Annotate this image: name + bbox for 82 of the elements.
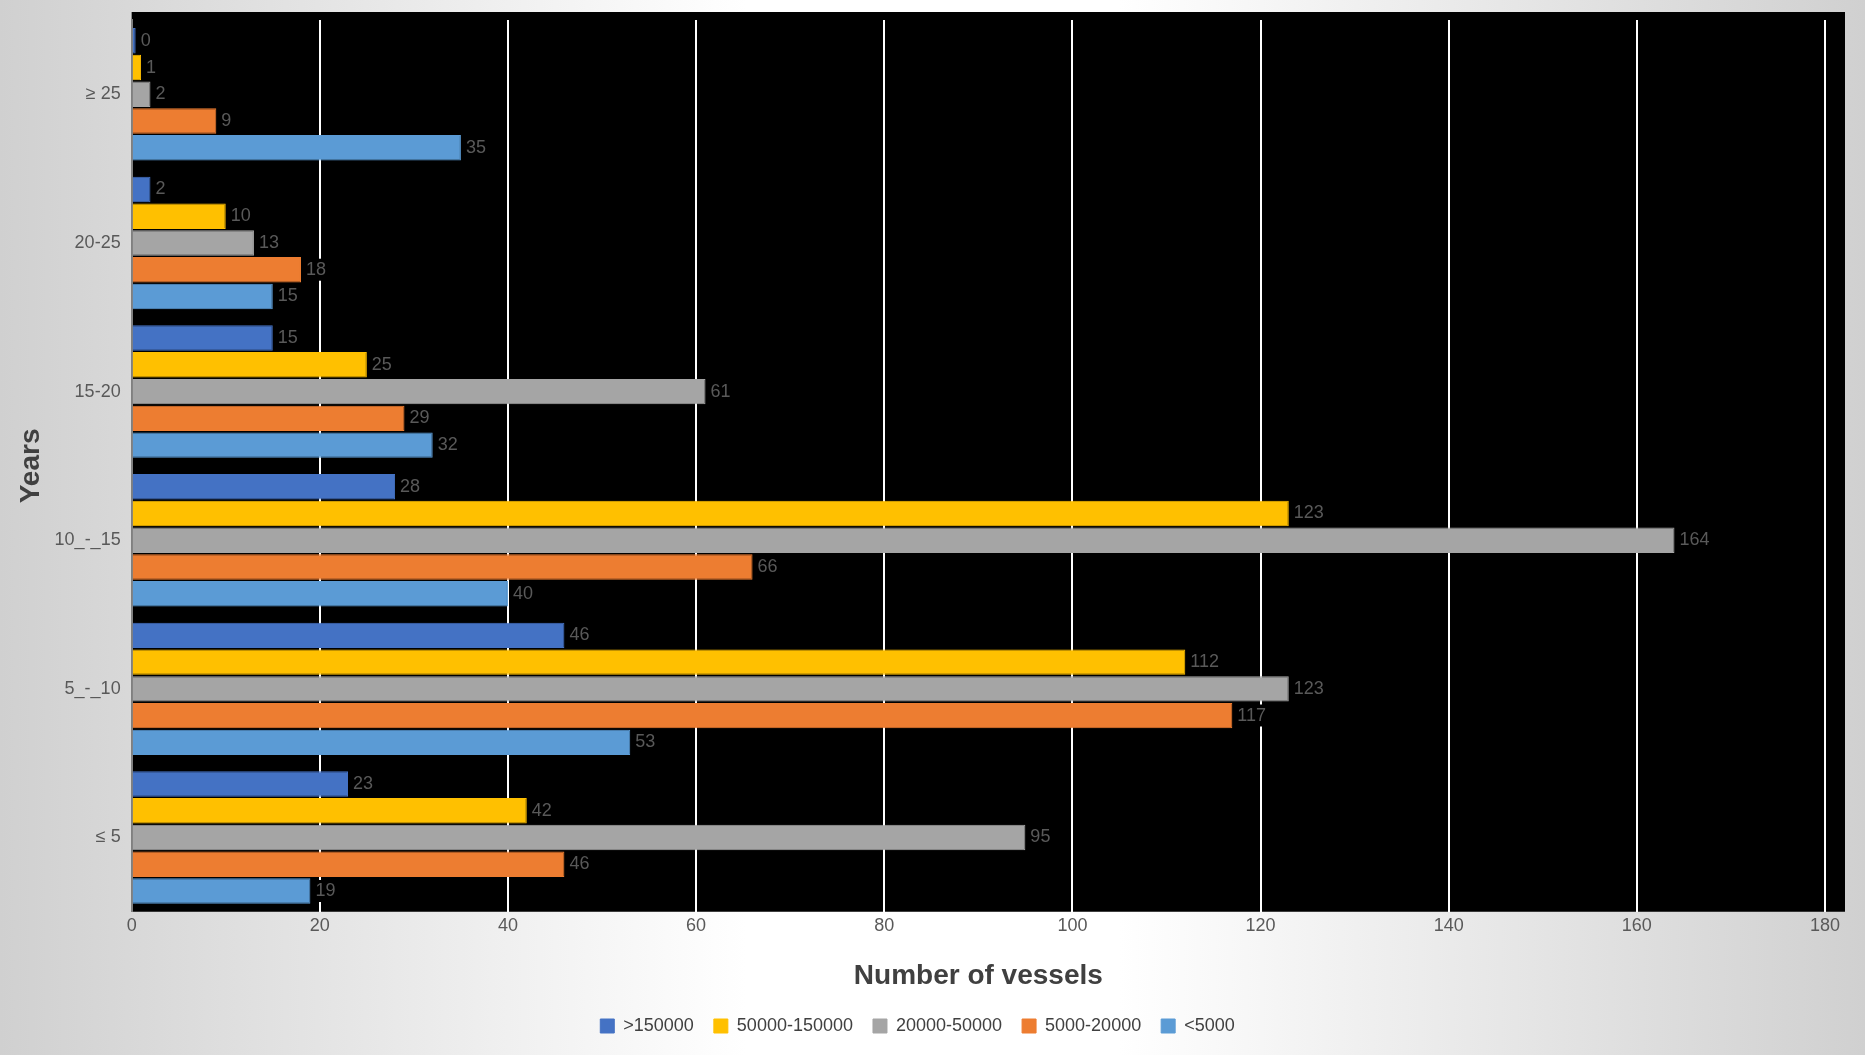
y-tick-label: 10_-_15 bbox=[54, 529, 121, 551]
bar bbox=[132, 581, 508, 607]
x-tick-label: 140 bbox=[1433, 914, 1464, 935]
y-tick-label: 15-20 bbox=[74, 380, 121, 401]
bar bbox=[132, 108, 217, 134]
data-label: 1 bbox=[146, 56, 157, 77]
bar bbox=[132, 702, 1233, 729]
legend-label: 20000-50000 bbox=[895, 1014, 1003, 1035]
x-tick-label: 120 bbox=[1245, 914, 1276, 935]
data-label: 53 bbox=[635, 731, 656, 752]
bar bbox=[132, 176, 151, 203]
bar bbox=[132, 771, 349, 797]
data-label: 9 bbox=[221, 110, 232, 131]
data-label: 10 bbox=[230, 205, 251, 226]
bar bbox=[132, 878, 311, 904]
data-label: 46 bbox=[569, 624, 590, 645]
y-tick-label: ≤ 5 bbox=[95, 826, 121, 847]
bar bbox=[132, 405, 405, 432]
bar bbox=[132, 474, 396, 500]
data-label: 112 bbox=[1190, 651, 1219, 672]
data-label: 15 bbox=[277, 285, 298, 306]
data-label: 40 bbox=[512, 582, 533, 603]
y-axis-title: Years bbox=[13, 428, 45, 504]
legend-label: 50000-150000 bbox=[736, 1014, 853, 1035]
bar bbox=[132, 378, 706, 405]
bar bbox=[132, 798, 527, 824]
x-axis-title: Number of vessels bbox=[853, 958, 1103, 990]
bar bbox=[132, 824, 1026, 851]
data-label: 19 bbox=[315, 879, 336, 900]
data-label: 35 bbox=[465, 136, 486, 157]
data-label: 164 bbox=[1679, 529, 1710, 550]
x-tick-label: 0 bbox=[126, 914, 137, 935]
data-label: 2 bbox=[155, 178, 166, 199]
bar bbox=[132, 203, 226, 229]
bar bbox=[132, 257, 301, 283]
data-label: 32 bbox=[437, 434, 458, 455]
bar bbox=[132, 729, 631, 756]
bar bbox=[132, 54, 142, 81]
data-label: 123 bbox=[1293, 677, 1324, 698]
bar bbox=[132, 230, 254, 256]
x-tick-label: 160 bbox=[1621, 914, 1652, 935]
data-label: 29 bbox=[409, 407, 430, 428]
x-tick-label: 80 bbox=[874, 914, 895, 935]
bar bbox=[132, 649, 1186, 675]
data-label: 0 bbox=[140, 29, 151, 50]
bar bbox=[132, 622, 565, 649]
data-label: 66 bbox=[757, 555, 778, 576]
data-label: 18 bbox=[305, 258, 327, 279]
x-tick-label: 20 bbox=[309, 914, 330, 935]
bar bbox=[132, 325, 273, 351]
data-label: 61 bbox=[710, 380, 731, 401]
bar bbox=[132, 135, 461, 161]
bar bbox=[132, 283, 273, 310]
x-tick-label: 100 bbox=[1057, 914, 1088, 935]
y-tick-label: ≥ 25 bbox=[85, 83, 121, 104]
data-label: 28 bbox=[400, 475, 421, 496]
data-label: 15 bbox=[277, 327, 298, 348]
x-tick-label: 40 bbox=[497, 914, 518, 935]
y-tick-label: 20-25 bbox=[74, 231, 121, 252]
bar bbox=[132, 851, 565, 877]
bar bbox=[132, 554, 753, 580]
bar bbox=[132, 676, 1289, 702]
legend-label: >150000 bbox=[623, 1014, 694, 1035]
bar bbox=[132, 527, 1675, 553]
legend-label: 5000-20000 bbox=[1045, 1014, 1142, 1035]
x-tick-label: 60 bbox=[686, 914, 707, 935]
data-label: 23 bbox=[353, 772, 374, 793]
data-label: 46 bbox=[569, 853, 590, 874]
data-label: 25 bbox=[371, 353, 392, 374]
data-label: 13 bbox=[258, 231, 279, 252]
bar bbox=[132, 352, 367, 378]
data-label: 123 bbox=[1293, 502, 1324, 523]
y-tick-label: 5_-_10 bbox=[64, 677, 121, 699]
legend-label: <5000 bbox=[1184, 1014, 1235, 1035]
x-tick-label: 180 bbox=[1809, 914, 1841, 935]
bar bbox=[132, 500, 1289, 527]
data-label: 95 bbox=[1030, 826, 1051, 847]
data-label: 42 bbox=[531, 799, 552, 820]
bar bbox=[132, 432, 433, 458]
bar bbox=[132, 81, 151, 108]
data-label: 2 bbox=[155, 83, 166, 104]
data-label: 117 bbox=[1237, 704, 1267, 725]
